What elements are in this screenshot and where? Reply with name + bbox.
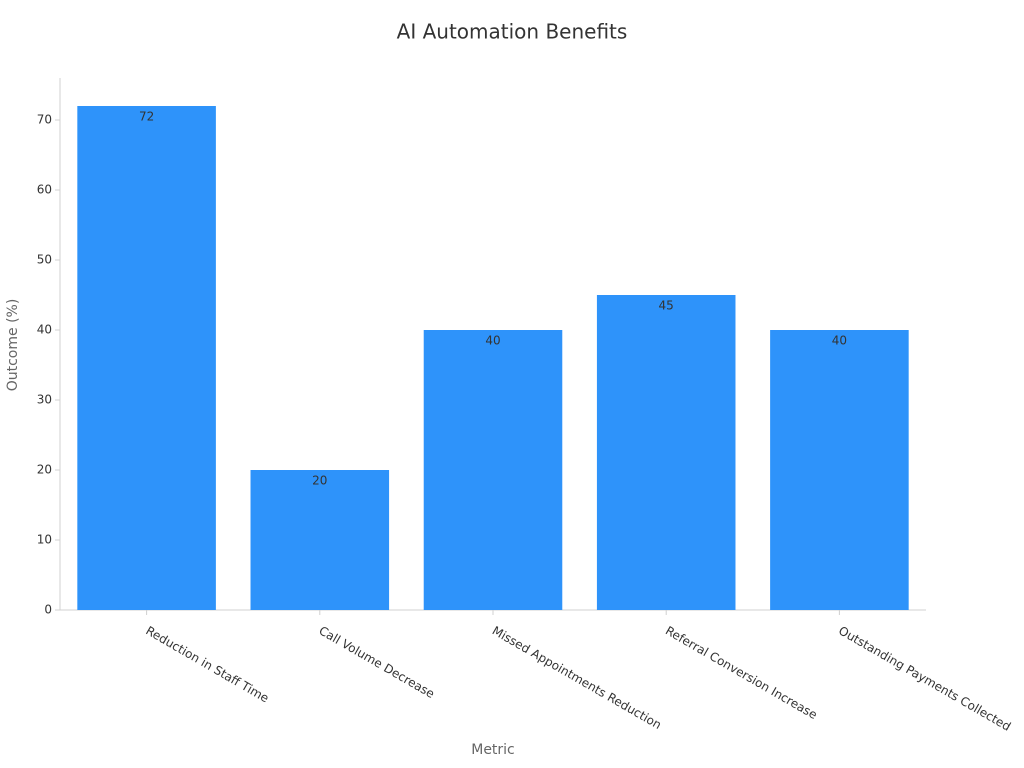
value-label: 40 bbox=[485, 334, 500, 348]
x-tick-label: Call Volume Decrease bbox=[317, 624, 437, 702]
x-tick-label: Referral Conversion Increase bbox=[663, 624, 820, 723]
y-tick-label: 40 bbox=[37, 323, 52, 337]
value-label: 72 bbox=[139, 110, 154, 124]
bar bbox=[423, 330, 563, 610]
bar bbox=[250, 470, 390, 610]
y-tick-label: 10 bbox=[37, 533, 52, 547]
y-tick-label: 70 bbox=[37, 113, 52, 127]
y-tick-label: 30 bbox=[37, 393, 52, 407]
y-tick-label: 50 bbox=[37, 253, 52, 267]
y-tick-label: 60 bbox=[37, 183, 52, 197]
chart-title: AI Automation Benefits bbox=[397, 20, 628, 44]
y-axis-label: Outcome (%) bbox=[5, 299, 21, 392]
x-tick-label: Outstanding Payments Collected bbox=[836, 624, 1013, 734]
value-label: 20 bbox=[312, 474, 327, 488]
y-tick-label: 20 bbox=[37, 463, 52, 477]
bar bbox=[77, 106, 216, 610]
x-tick-label: Reduction in Staff Time bbox=[143, 624, 271, 706]
x-axis-label: Metric bbox=[471, 742, 515, 758]
bar bbox=[770, 330, 909, 610]
x-tick-label: Missed Appointments Reduction bbox=[490, 624, 664, 733]
bar bbox=[596, 295, 736, 610]
value-label: 40 bbox=[832, 334, 847, 348]
y-tick-label: 0 bbox=[44, 603, 52, 617]
value-label: 45 bbox=[659, 299, 674, 313]
